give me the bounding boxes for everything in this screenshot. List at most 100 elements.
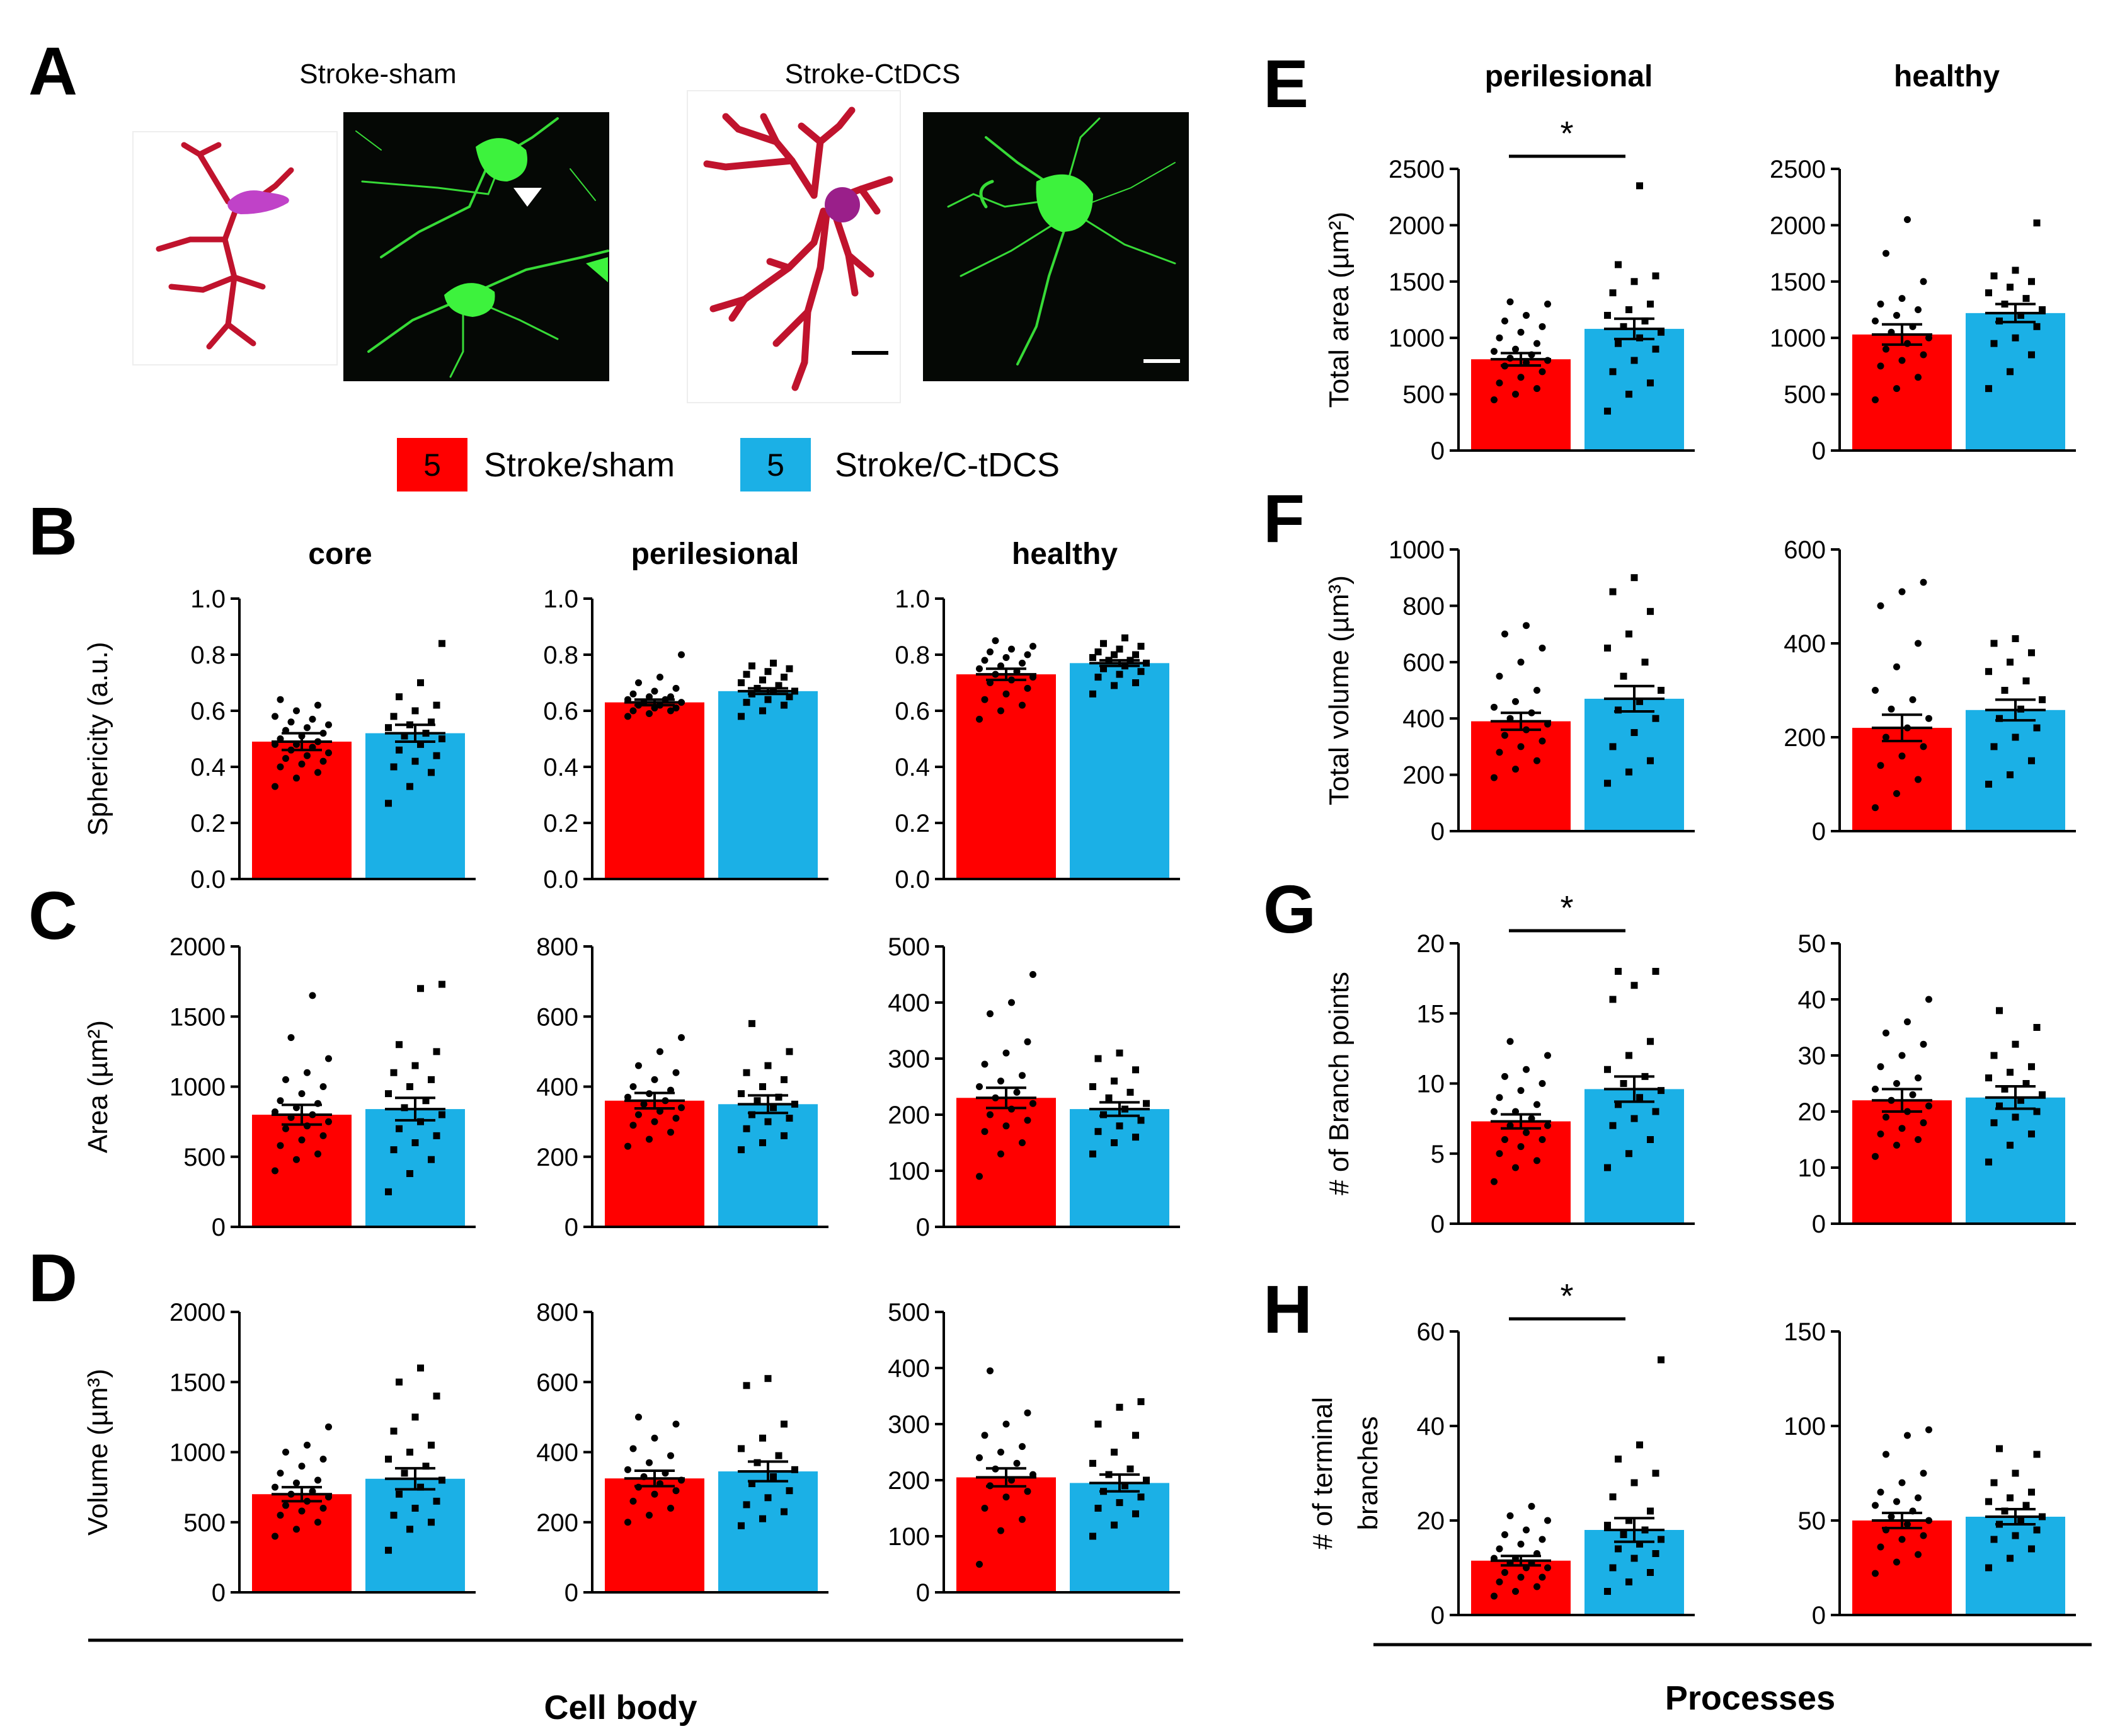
data-point (1996, 1007, 2003, 1015)
data-point (629, 690, 637, 698)
data-point (396, 1125, 403, 1132)
y-axis-label: # of Branch points (1324, 972, 1355, 1195)
data-point (786, 1115, 793, 1122)
data-point (1647, 1136, 1654, 1143)
data-point (1528, 1503, 1535, 1510)
data-point (401, 1469, 408, 1477)
data-point (1523, 1129, 1530, 1136)
data-point (1539, 1080, 1546, 1087)
data-point (1893, 1080, 1900, 1087)
data-point (1501, 317, 1508, 325)
data-point (417, 1118, 424, 1125)
data-point (651, 687, 658, 695)
data-point (1872, 1570, 1879, 1577)
data-point (1544, 1564, 1551, 1572)
data-point (2001, 687, 2008, 694)
data-point (1533, 340, 1540, 347)
data-point (1877, 1543, 1884, 1551)
data-point (1990, 272, 1998, 280)
data-point (1872, 1502, 1879, 1509)
data-point (1137, 1117, 1145, 1124)
data-point (1111, 1521, 1118, 1529)
data-point (1019, 1139, 1026, 1146)
data-point (1496, 334, 1503, 342)
data-point (1100, 640, 1107, 647)
y-tick-label: 500 (1402, 381, 1445, 409)
data-point (1615, 1101, 1622, 1108)
data-point (2022, 677, 2030, 685)
data-point (997, 1449, 1004, 1456)
y-tick-label: 0 (1431, 1602, 1445, 1630)
data-point (678, 1034, 685, 1042)
data-point (759, 1139, 766, 1146)
data-point (1990, 640, 1998, 647)
data-point (277, 1469, 284, 1477)
data-point (411, 1413, 419, 1421)
y-tick-label: 200 (1402, 762, 1445, 790)
ctdcs-microglia-3d-icon (703, 106, 893, 391)
data-point (2033, 1024, 2041, 1031)
data-point (1544, 1517, 1551, 1524)
data-point (1517, 1541, 1525, 1548)
data-point (1019, 1443, 1026, 1451)
data-point (1517, 1573, 1525, 1581)
data-point (309, 992, 316, 999)
bar-ctdcs (1584, 1089, 1684, 1224)
data-point (2017, 1517, 2024, 1524)
data-point (2033, 323, 2041, 330)
data-point (770, 1473, 777, 1480)
data-point (1652, 1469, 1659, 1477)
data-point (2017, 1096, 2024, 1104)
y-tick-label: 0 (1431, 818, 1445, 846)
data-point (1094, 1055, 1102, 1062)
data-point (417, 985, 424, 992)
y-tick-label: 0.2 (190, 810, 226, 837)
data-point (629, 1083, 637, 1090)
data-point (754, 1097, 761, 1105)
data-point (1019, 701, 1026, 709)
data-point (2028, 1488, 2035, 1496)
y-tick-label: 0.4 (543, 754, 578, 781)
data-point (411, 1062, 419, 1069)
data-point (1620, 672, 1627, 680)
data-point (325, 1055, 332, 1062)
data-point (1915, 1551, 1922, 1558)
data-point (1604, 1588, 1611, 1595)
data-point (748, 1480, 755, 1488)
y-tick-label: 0 (212, 1579, 226, 1607)
data-point (2012, 1113, 2019, 1121)
data-point (1501, 1569, 1508, 1576)
chart-F-perilesional: 0 200 400 600 800 1000 Total volume (µm³) (1324, 536, 1695, 846)
data-point (2001, 1507, 2008, 1515)
data-point (1647, 1038, 1654, 1045)
data-point (1533, 687, 1540, 694)
data-point (401, 1104, 408, 1112)
data-point (1893, 1498, 1900, 1505)
data-point (1496, 1150, 1503, 1158)
data-point (396, 1041, 403, 1049)
data-point (1604, 1066, 1611, 1073)
data-point (428, 1519, 435, 1526)
data-point (1990, 1536, 1998, 1543)
data-point (1019, 1072, 1026, 1079)
data-point (1126, 1465, 1134, 1473)
data-point (764, 1375, 772, 1382)
data-point (738, 1146, 745, 1154)
y-tick-label: 2500 (1389, 156, 1445, 183)
data-point (1517, 743, 1525, 750)
bar-sham (1852, 1100, 1952, 1224)
data-point (1898, 357, 1906, 364)
data-point (1615, 706, 1622, 714)
data-point (987, 648, 994, 656)
data-point (428, 1156, 435, 1163)
panel-letter-D: D (28, 1239, 77, 1316)
data-point (401, 732, 408, 740)
y-tick-label: 1500 (169, 1369, 226, 1396)
y-tick-label: 200 (888, 1467, 930, 1495)
data-point (319, 730, 327, 737)
y-tick-label: 100 (1784, 1413, 1826, 1440)
y-tick-label: 1000 (1770, 325, 1826, 352)
data-point (1915, 776, 1922, 783)
data-point (1636, 1441, 1643, 1449)
